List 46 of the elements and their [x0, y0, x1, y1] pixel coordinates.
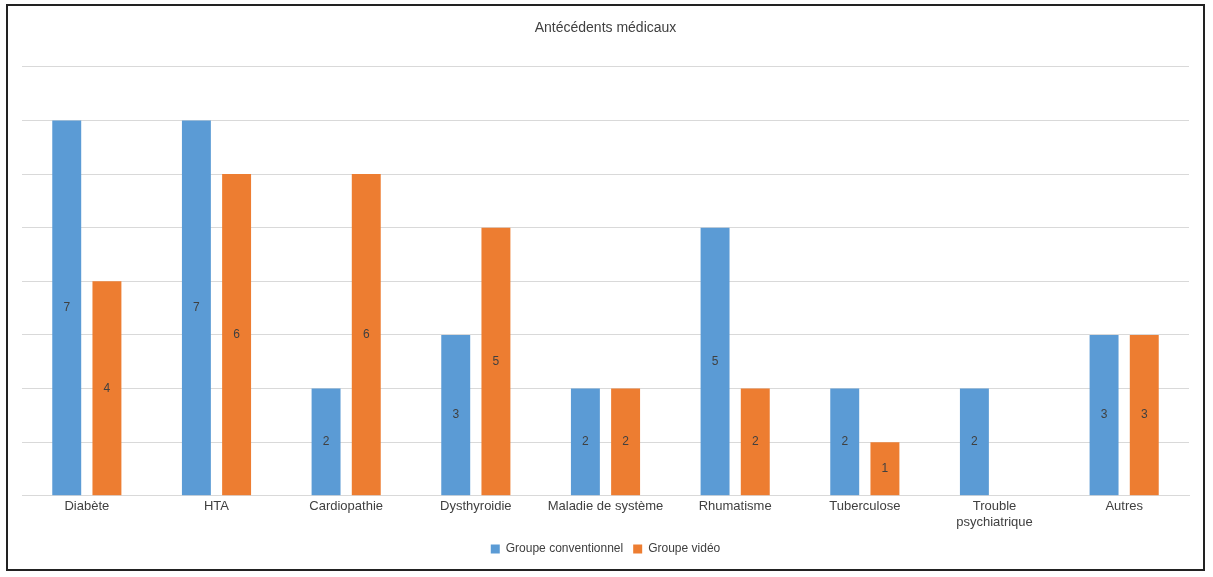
x-tick-label: Trouble psychiatrique — [956, 498, 1033, 529]
data-label: 2 — [622, 434, 630, 449]
data-label: 6 — [362, 326, 370, 341]
bar — [1129, 334, 1159, 496]
bar — [611, 388, 641, 496]
data-label: 2 — [751, 434, 759, 449]
bar — [570, 388, 600, 496]
data-label: 2 — [582, 434, 590, 449]
chart-title: Antécédents médicaux — [534, 19, 677, 36]
data-label: 6 — [233, 326, 241, 341]
bar — [1089, 334, 1119, 496]
data-label: 3 — [452, 407, 460, 422]
x-tick-label: Autres — [1105, 498, 1144, 514]
bar — [700, 227, 730, 496]
x-tick-label: Maladie de système — [547, 498, 664, 514]
data-label: 2 — [841, 434, 849, 449]
data-label: 2 — [322, 434, 330, 449]
bar — [441, 334, 471, 496]
bar — [181, 120, 211, 496]
bar — [311, 388, 341, 496]
data-label: 7 — [63, 300, 71, 315]
bar — [52, 120, 82, 496]
data-label: 3 — [1140, 407, 1148, 422]
bar — [92, 281, 122, 496]
x-tick-label: Cardiopathie — [309, 498, 384, 514]
legend-label: Groupe conventionnel — [505, 541, 624, 556]
bar — [959, 388, 989, 496]
legend-label: Groupe vidéo — [648, 541, 721, 556]
bar — [870, 442, 900, 496]
x-tick-label: Diabète — [64, 498, 110, 514]
x-tick-label: HTA — [203, 498, 230, 514]
data-label: 1 — [881, 461, 889, 476]
data-label: 5 — [711, 353, 719, 368]
x-tick-label: Rhumatisme — [698, 498, 772, 514]
data-label: 7 — [193, 300, 201, 315]
bar — [740, 388, 770, 496]
bar — [351, 174, 381, 496]
bar — [481, 227, 511, 496]
x-tick-label: Dysthyroidie — [440, 498, 512, 514]
x-tick-label: Tuberculose — [829, 498, 901, 514]
data-label: 3 — [1100, 407, 1108, 422]
data-label: 5 — [492, 353, 500, 368]
bar — [830, 388, 860, 496]
data-label: 4 — [103, 380, 111, 395]
bar — [222, 174, 252, 496]
data-label: 2 — [971, 434, 979, 449]
